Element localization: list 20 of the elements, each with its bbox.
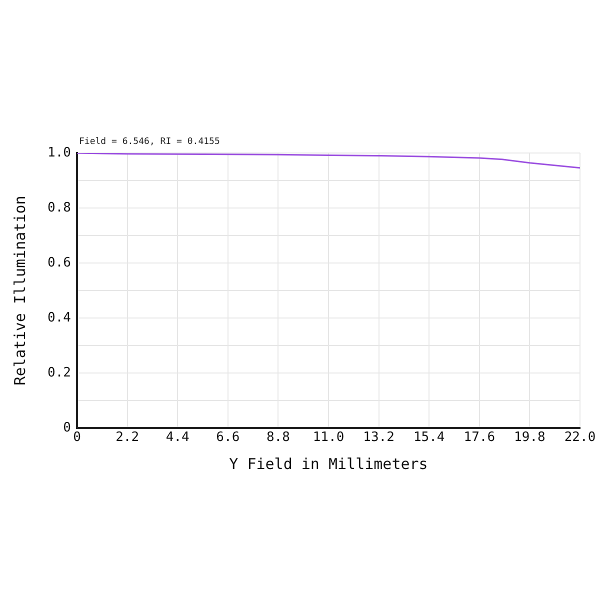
x-tick-label: 6.6 — [216, 430, 240, 446]
text: Field = 6.546, RI = 0.4155 — [79, 137, 220, 147]
x-tick-label: 17.6 — [464, 430, 496, 446]
x-tick-label: 2.2 — [116, 430, 140, 446]
y-tick-label: 0.8 — [48, 200, 71, 216]
y-tick-label: 0.4 — [48, 310, 72, 326]
x-tick-label: 15.4 — [413, 430, 445, 446]
x-tick-label: 19.8 — [514, 430, 546, 446]
y-tick-label: 0 — [63, 420, 71, 436]
y-tick-label: 0.2 — [48, 365, 71, 380]
x-tick-label: 0 — [73, 430, 81, 446]
y-tick-label: 1.0 — [48, 145, 71, 160]
x-tick-label: 13.2 — [363, 430, 394, 446]
x-tick-label: 8.8 — [266, 430, 290, 446]
x-tick-label: 11.0 — [312, 430, 344, 446]
x-tick-label: 4.4 — [166, 430, 190, 446]
x-axis-title: Y Field in Millimeters — [229, 454, 428, 473]
x-tick-label: 22.0 — [564, 430, 596, 446]
y-axis-title: Relative Illumination — [10, 196, 29, 386]
y-tick-label: 0.6 — [48, 255, 71, 270]
